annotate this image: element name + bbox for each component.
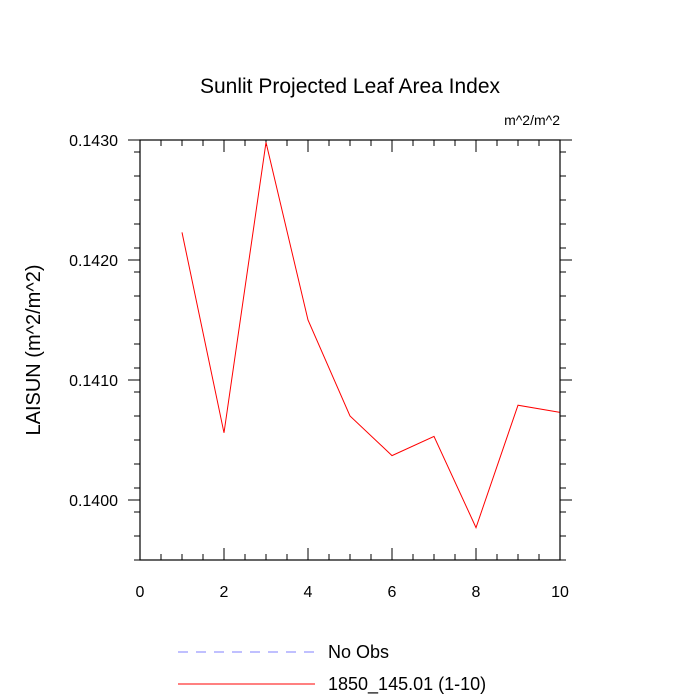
x-tick-label: 4: [304, 584, 313, 601]
x-tick-label: 2: [220, 584, 229, 601]
y-tick-label: 0.1420: [69, 253, 118, 270]
x-tick-label: 8: [472, 584, 481, 601]
y-tick-label: 0.1400: [69, 493, 118, 510]
chart-title: Sunlit Projected Leaf Area Index: [200, 75, 501, 98]
x-tick-label: 10: [551, 584, 569, 601]
legend: No Obs 1850_145.01 (1-10): [178, 642, 486, 695]
y-axis-label: LAISUN (m^2/m^2): [23, 264, 45, 435]
axis-tick-labels: 0 2 4 6 8 10 0.1400 0.1410 0.1420 0.1430: [69, 133, 569, 601]
legend-label: 1850_145.01 (1-10): [328, 674, 486, 695]
axis-ticks: [128, 139, 572, 561]
y-tick-label: 0.1410: [69, 373, 118, 390]
plot-frame: [139, 139, 561, 561]
units-label: m^2/m^2: [504, 112, 560, 128]
series-line: [181, 142, 561, 529]
x-tick-label: 6: [388, 584, 397, 601]
x-tick-label: 0: [136, 584, 145, 601]
y-tick-label: 0.1430: [69, 133, 118, 150]
series-layer: [181, 142, 561, 529]
legend-label: No Obs: [328, 642, 389, 662]
